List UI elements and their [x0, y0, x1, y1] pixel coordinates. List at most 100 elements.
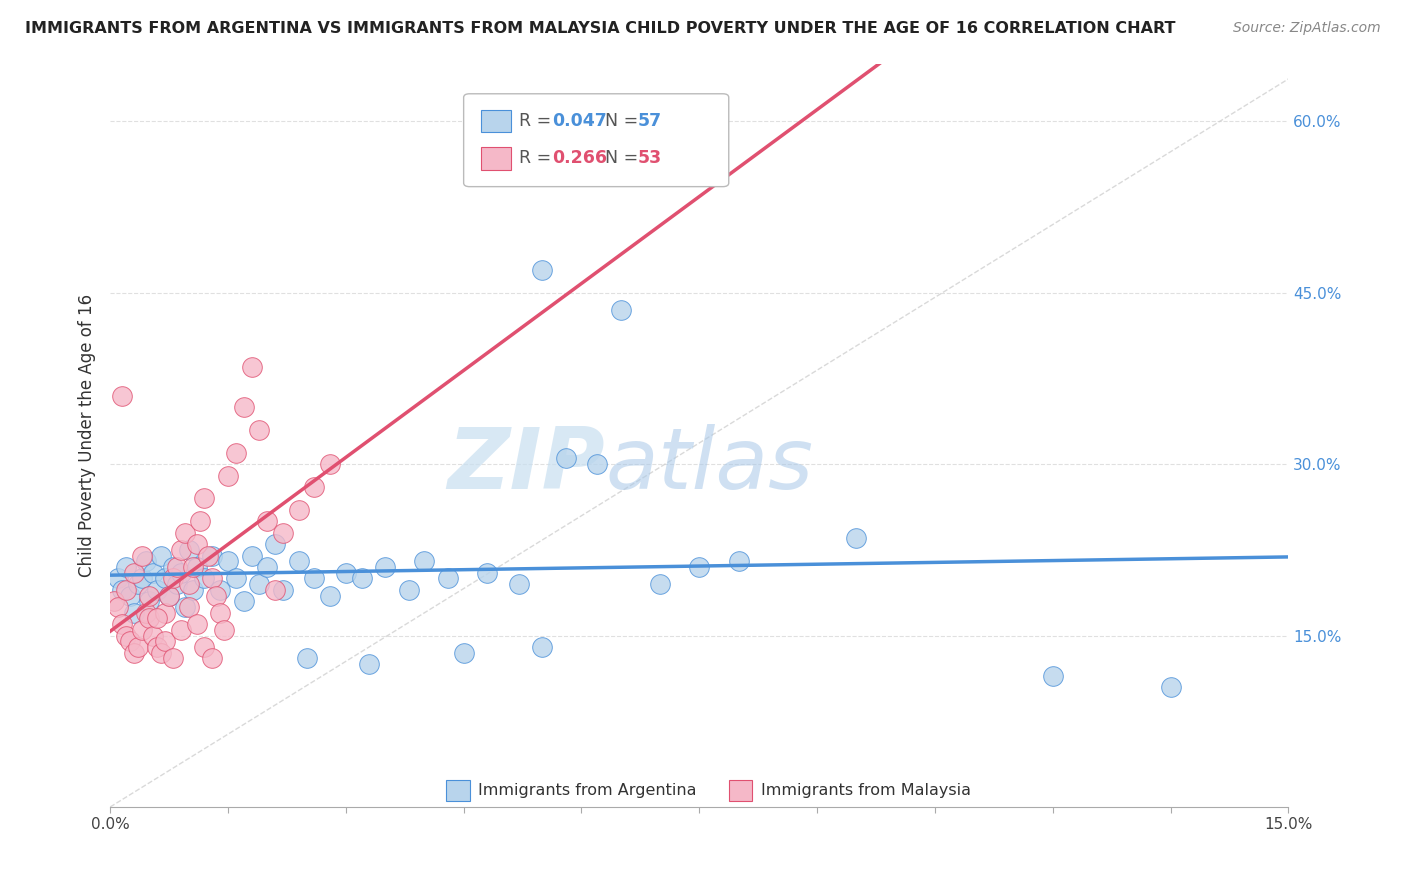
Point	[173, 599, 195, 614]
Point	[232, 400, 254, 414]
Point	[170, 566, 193, 580]
Point	[186, 537, 208, 551]
Point	[162, 651, 184, 665]
Point	[335, 566, 357, 580]
Point	[453, 646, 475, 660]
Point	[131, 623, 153, 637]
FancyBboxPatch shape	[728, 780, 752, 801]
Point	[304, 571, 326, 585]
Point	[247, 577, 270, 591]
Text: N =: N =	[605, 112, 644, 130]
Point	[107, 571, 129, 585]
Point	[225, 445, 247, 459]
Point	[359, 657, 381, 672]
Text: 57: 57	[638, 112, 662, 130]
Point	[127, 577, 149, 591]
Point	[186, 560, 208, 574]
FancyBboxPatch shape	[446, 780, 470, 801]
Point	[115, 560, 138, 574]
Point	[193, 640, 215, 654]
Point	[131, 571, 153, 585]
FancyBboxPatch shape	[481, 110, 510, 132]
Point	[212, 623, 235, 637]
Point	[240, 359, 263, 374]
Point	[217, 554, 239, 568]
Point	[115, 582, 138, 597]
Point	[508, 577, 530, 591]
Point	[162, 560, 184, 574]
Point	[122, 646, 145, 660]
FancyBboxPatch shape	[464, 94, 728, 186]
Point	[142, 566, 165, 580]
Point	[111, 388, 134, 402]
Text: 0.047: 0.047	[553, 112, 607, 130]
Point	[157, 589, 180, 603]
Point	[173, 525, 195, 540]
Point	[146, 611, 169, 625]
Point	[118, 634, 141, 648]
Point	[205, 589, 228, 603]
Point	[153, 606, 176, 620]
Point	[122, 606, 145, 620]
Point	[477, 566, 499, 580]
Point	[201, 651, 224, 665]
Point	[256, 514, 278, 528]
Text: Immigrants from Malaysia: Immigrants from Malaysia	[761, 783, 970, 798]
Point	[845, 532, 868, 546]
Text: ZIP: ZIP	[447, 424, 605, 507]
Point	[131, 549, 153, 563]
Point	[181, 560, 204, 574]
Point	[531, 262, 554, 277]
Point	[170, 542, 193, 557]
Point	[170, 623, 193, 637]
Point	[271, 582, 294, 597]
Point	[177, 577, 200, 591]
Point	[240, 549, 263, 563]
Point	[134, 606, 156, 620]
Point	[264, 582, 287, 597]
Point	[134, 554, 156, 568]
Point	[150, 549, 173, 563]
Point	[162, 571, 184, 585]
Point	[374, 560, 396, 574]
Text: IMMIGRANTS FROM ARGENTINA VS IMMIGRANTS FROM MALAYSIA CHILD POVERTY UNDER THE AG: IMMIGRANTS FROM ARGENTINA VS IMMIGRANTS …	[25, 21, 1175, 37]
Point	[153, 571, 176, 585]
FancyBboxPatch shape	[481, 147, 510, 169]
Point	[107, 599, 129, 614]
Point	[247, 423, 270, 437]
Point	[225, 571, 247, 585]
Text: Immigrants from Argentina: Immigrants from Argentina	[478, 783, 696, 798]
Point	[531, 640, 554, 654]
Text: R =: R =	[519, 150, 557, 168]
Point	[209, 606, 232, 620]
Point	[118, 589, 141, 603]
Point	[554, 451, 576, 466]
Point	[1042, 668, 1064, 682]
Point	[201, 549, 224, 563]
Point	[142, 628, 165, 642]
Point	[166, 560, 188, 574]
Text: 0.266: 0.266	[553, 150, 607, 168]
Point	[304, 480, 326, 494]
Point	[287, 503, 309, 517]
Point	[138, 594, 160, 608]
Point	[586, 457, 609, 471]
Point	[181, 582, 204, 597]
Text: Source: ZipAtlas.com: Source: ZipAtlas.com	[1233, 21, 1381, 36]
Text: atlas: atlas	[605, 424, 813, 507]
Point	[138, 589, 160, 603]
Point	[398, 582, 420, 597]
Point	[688, 560, 710, 574]
Point	[153, 634, 176, 648]
Point	[157, 589, 180, 603]
Point	[115, 628, 138, 642]
Text: R =: R =	[519, 112, 557, 130]
Point	[111, 617, 134, 632]
Text: N =: N =	[605, 150, 644, 168]
Point	[287, 554, 309, 568]
Point	[177, 599, 200, 614]
Point	[103, 594, 125, 608]
Point	[111, 582, 134, 597]
Point	[295, 651, 318, 665]
Point	[271, 525, 294, 540]
